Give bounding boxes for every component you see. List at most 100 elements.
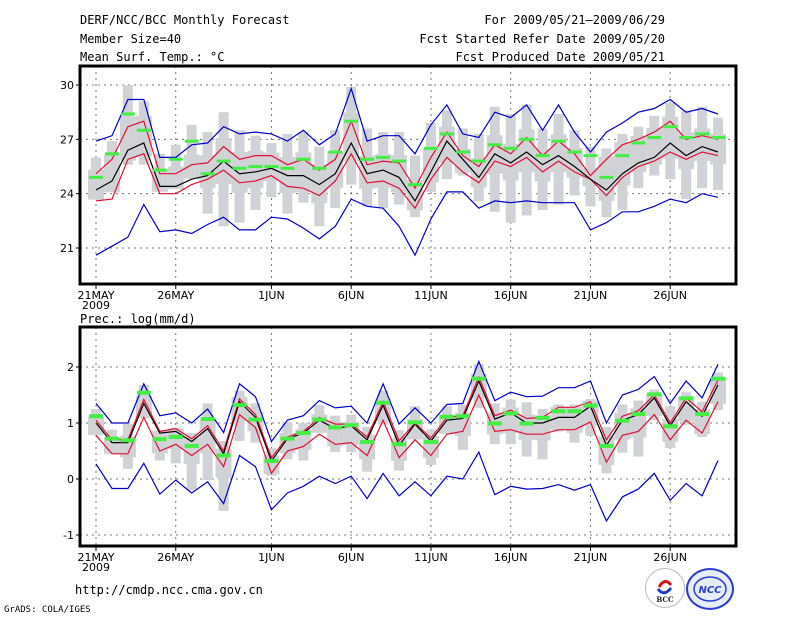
temp-spread-box: [518, 129, 535, 172]
bcc-logo: BCC: [645, 568, 685, 608]
temp-mean-marker: [567, 150, 582, 154]
forecast-start-date: Fcst Started Refer Date 2009/05/20: [419, 32, 665, 46]
temp-mean-marker: [455, 150, 470, 154]
precip-mean-marker: [216, 453, 231, 458]
temp-mean-marker: [663, 125, 678, 129]
precip-mean-marker: [423, 439, 438, 444]
precip-mean-marker: [344, 423, 359, 428]
temp-x-tick-label: 6JUN: [338, 289, 365, 302]
temp-spread-box: [327, 152, 344, 188]
precip-mean-marker: [408, 420, 422, 425]
temp-mean-marker: [679, 136, 694, 140]
temp-mean-marker: [471, 159, 486, 163]
precip-x-tick-label: 21MAY: [78, 551, 115, 564]
temp-mean-marker: [551, 139, 566, 143]
temp-mean-marker: [280, 166, 295, 170]
precip-mean-marker: [376, 400, 391, 405]
precip-mean-marker: [360, 439, 375, 444]
precip-mean-marker: [647, 392, 662, 397]
precip-mean-marker: [535, 415, 550, 420]
temp-spread-box: [247, 150, 264, 189]
temp-mean-marker: [168, 157, 183, 161]
precip-mean-marker: [248, 417, 263, 422]
precip-mean-marker: [439, 414, 454, 419]
temp-mean-marker: [408, 183, 422, 187]
precip-spread-box: [678, 396, 695, 422]
precip-mean-marker: [711, 376, 726, 381]
temp-lower-quartile-line: [95, 151, 719, 210]
temp-spread-box: [630, 136, 647, 172]
precip-spread-box: [151, 431, 168, 454]
bcc-logo-text: BCC: [656, 595, 674, 604]
precip-mean-marker: [152, 437, 167, 442]
temp-variable-label: Mean Surf. Temp.: °C: [80, 50, 225, 64]
temp-mean-marker: [423, 146, 438, 150]
temp-spread-box: [135, 116, 152, 157]
chart-title: DERF/NCC/BCC Monthly Forecast: [80, 13, 290, 27]
temp-mean-marker: [599, 175, 614, 179]
temp-mean-marker: [264, 165, 279, 168]
temp-spread-box: [119, 116, 136, 161]
precip-x-tick-label: 16JUN: [494, 551, 528, 564]
precip-spread-box: [598, 436, 615, 465]
temp-spread-box: [343, 112, 360, 162]
temp-y-tick-label: 24: [60, 188, 74, 201]
precip-x-tick-label: 21JUN: [574, 551, 608, 564]
precip-median-line: [95, 379, 719, 463]
temp-y-tick-label: 30: [60, 79, 74, 92]
temp-min-line: [95, 191, 719, 257]
temp-spread-box: [438, 126, 455, 163]
precip-y-tick-label: -1: [63, 529, 74, 542]
precip-x-tick-label: 1JUN: [258, 551, 285, 564]
temp-mean-marker: [232, 166, 247, 170]
precip-mean-marker: [280, 436, 295, 441]
temp-spread-box: [710, 133, 727, 165]
precip-mean-marker: [168, 434, 183, 439]
temp-mean-marker: [711, 136, 726, 140]
precip-x-tick-label: 26MAY: [157, 551, 194, 564]
precip-mean-marker: [136, 390, 151, 395]
precip-mean-marker: [503, 411, 518, 416]
temp-x-tick-label: 1JUN: [258, 289, 285, 302]
temp-plot-frame: [78, 64, 738, 286]
temp-spread-box: [422, 148, 439, 183]
temp-mean-marker: [615, 154, 630, 158]
temp-mean-marker: [136, 128, 151, 132]
temp-x-tick-label: 11JUN: [414, 289, 448, 302]
temp-spread-box: [183, 154, 200, 179]
precip-mean-marker: [487, 421, 502, 426]
temp-x-tick-label: 16JUN: [494, 289, 528, 302]
temp-spread-box: [88, 169, 104, 200]
temp-mean-marker: [248, 165, 263, 168]
precip-x-tick-label: 11JUN: [414, 551, 448, 564]
ncc-logo-text: NCC: [698, 585, 722, 596]
bcc-logo-swirl-red: [657, 580, 673, 588]
precip-mean-marker: [200, 417, 215, 422]
temp-mean-marker: [535, 154, 550, 158]
precip-mean-marker: [104, 436, 119, 441]
temp-mean-marker: [328, 150, 343, 154]
temp-mean-marker: [487, 143, 502, 147]
precip-x-tick-label: 6JUN: [338, 551, 365, 564]
member-size-label: Member Size=40: [80, 32, 182, 46]
temp-x-tick-label: 21JUN: [574, 289, 608, 302]
temp-mean-marker: [583, 154, 598, 158]
source-url[interactable]: http://cmdp.ncc.cma.gov.cn: [75, 583, 263, 597]
temp-mean-marker: [200, 172, 215, 176]
precip-mean-marker: [631, 411, 646, 416]
precip-lower-quartile-line: [95, 393, 719, 475]
temp-max-line: [95, 86, 719, 158]
temp-mean-marker: [503, 146, 518, 150]
temp-mean-marker: [104, 152, 119, 156]
ncc-logo: NCC: [686, 568, 734, 610]
temp-x-tick-label: 26JUN: [653, 289, 687, 302]
precip-y-tick-label: 0: [67, 473, 74, 486]
temp-mean-marker: [89, 175, 103, 179]
precip-mean-marker: [232, 403, 247, 408]
temp-mean-marker: [296, 157, 311, 161]
precip-mean-marker: [455, 414, 470, 419]
temp-spread-bar: [186, 124, 197, 162]
temp-mean-marker: [392, 159, 407, 163]
precip-mean-marker: [679, 396, 694, 401]
